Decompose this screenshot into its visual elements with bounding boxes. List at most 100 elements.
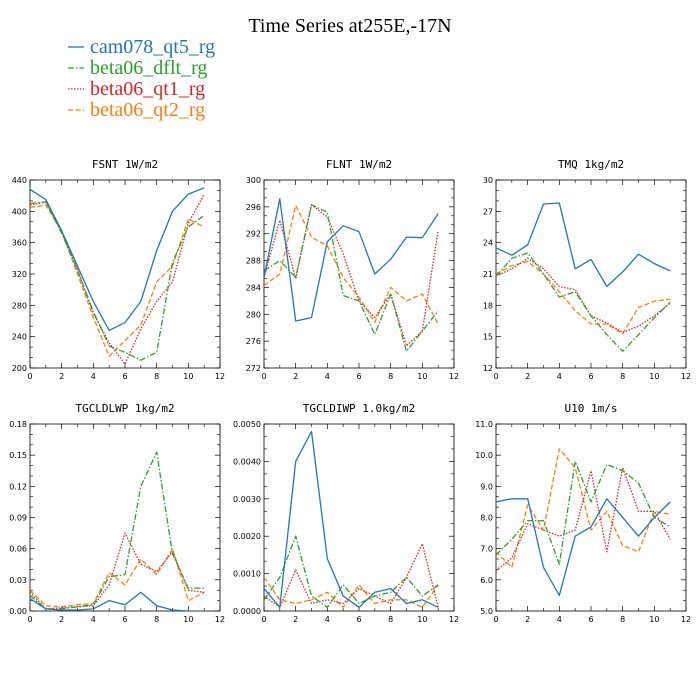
panel-title: TGCLDIWP 1.0kg/m2 xyxy=(303,402,416,415)
panel-tgcldlwp: TGCLDLWP 1kg/m2 0 2 4 6 8 10 12 0.00 0.03 0.06 0.09… xyxy=(9,402,225,624)
x-tick-label: 0 xyxy=(261,615,266,624)
y-tick-label: 15 xyxy=(483,333,493,342)
panel-title: TMQ 1kg/m2 xyxy=(558,158,624,171)
y-tick-label: 18 xyxy=(483,301,493,310)
x-tick-label: 12 xyxy=(215,615,225,624)
x-tick-label: 8 xyxy=(388,615,393,624)
y-tick-label: 6.0 xyxy=(480,576,493,585)
panel-fsnt: FSNT 1W/m2 0 2 4 6 8 10 12 200 240 280 320 360 400 440 xyxy=(12,158,225,381)
plot-frame xyxy=(29,423,221,612)
plot-frame xyxy=(495,179,687,369)
series-line-beta06_qt1_rg xyxy=(496,257,671,334)
series-line-cam078_qt5_rg xyxy=(264,430,439,608)
x-tick-label: 8 xyxy=(154,372,159,381)
x-tick-label: 6 xyxy=(356,615,361,624)
y-tick-label: 276 xyxy=(246,337,261,346)
x-tick-label: 12 xyxy=(215,372,225,381)
y-tick-label: 280 xyxy=(12,301,27,310)
series-line-beta06_qt2_rg xyxy=(30,548,205,608)
series-line-beta06_qt1_rg xyxy=(496,466,671,572)
series-line-beta06_dflt_rg xyxy=(30,201,205,361)
series-line-beta06_qt2_rg xyxy=(264,204,439,325)
y-tick-label: 30 xyxy=(483,176,493,185)
x-tick-label: 2 xyxy=(293,615,298,624)
y-tick-label: 8.0 xyxy=(480,514,493,523)
series-line-beta06_dflt_rg xyxy=(496,460,671,565)
x-tick-label: 12 xyxy=(681,372,691,381)
figure-title: Time Series at255E,-17N xyxy=(248,15,451,37)
panel-title: FLNT 1W/m2 xyxy=(326,158,392,171)
y-tick-label: 10.0 xyxy=(475,451,493,460)
y-tick-label: 11.0 xyxy=(475,420,493,429)
y-tick-label: 0.03 xyxy=(9,576,27,585)
y-tick-label: 360 xyxy=(12,239,27,248)
y-tick-label: 400 xyxy=(12,207,27,216)
x-tick-label: 0 xyxy=(493,372,498,381)
x-tick-label: 8 xyxy=(388,372,393,381)
series-line-cam078_qt5_rg xyxy=(30,187,205,332)
x-tick-label: 2 xyxy=(59,615,64,624)
x-tick-label: 6 xyxy=(122,372,127,381)
y-tick-label: 5.0 xyxy=(480,607,493,616)
y-tick-label: 0.15 xyxy=(9,451,27,460)
x-tick-label: 10 xyxy=(649,372,659,381)
panel-flnt: FLNT 1W/m2 0 2 4 6 8 10 12 272 276 280 284 288 292 296… xyxy=(246,158,459,381)
series-line-beta06_qt2_rg xyxy=(264,576,439,608)
y-tick-label: 9.0 xyxy=(480,482,493,491)
series-line-beta06_dflt_rg xyxy=(264,204,439,352)
x-tick-label: 8 xyxy=(620,615,625,624)
y-tick-label: 0.0000 xyxy=(233,607,261,616)
x-tick-label: 10 xyxy=(183,615,193,624)
y-tick-label: 0.0050 xyxy=(233,420,261,429)
y-tick-label: 24 xyxy=(483,239,493,248)
panel-title: FSNT 1W/m2 xyxy=(92,158,158,171)
series-line-beta06_qt1_rg xyxy=(264,204,439,347)
series-group xyxy=(496,448,671,597)
y-tick-label: 320 xyxy=(12,270,27,279)
series-line-cam078_qt5_rg xyxy=(496,498,671,597)
y-tick-label: 0.0010 xyxy=(233,570,261,579)
y-tick-label: 0.0030 xyxy=(233,495,261,504)
x-tick-label: 6 xyxy=(356,372,361,381)
x-tick-label: 2 xyxy=(525,372,530,381)
x-tick-label: 0 xyxy=(27,372,32,381)
panel-tgcldiwp: TGCLDIWP 1.0kg/m2 0 2 4 6 8 10 12 0.0000 0.0010 0.… xyxy=(233,402,459,624)
x-tick-label: 0 xyxy=(27,615,32,624)
x-tick-label: 4 xyxy=(325,615,330,624)
x-tick-label: 2 xyxy=(525,615,530,624)
plot-frame xyxy=(263,423,455,612)
series-group xyxy=(30,451,205,611)
x-tick-label: 12 xyxy=(681,615,691,624)
y-tick-label: 12 xyxy=(483,364,493,373)
y-tick-label: 300 xyxy=(246,176,261,185)
legend-entry-beta06_qt1_rg: beta06_qt1_rg xyxy=(90,78,205,100)
x-tick-label: 2 xyxy=(293,372,298,381)
x-tick-label: 12 xyxy=(449,615,459,624)
legend-entry-cam078_qt5_rg: cam078_qt5_rg xyxy=(90,36,215,58)
chart-panels: FSNT 1W/m20 2 4 6 8 10 12200240280320360400440… xyxy=(9,158,691,624)
y-tick-label: 440 xyxy=(12,176,27,185)
plot-frame xyxy=(495,423,687,612)
series-line-beta06_dflt_rg xyxy=(30,451,205,610)
x-tick-label: 4 xyxy=(325,372,330,381)
x-tick-label: 10 xyxy=(183,372,193,381)
series-line-beta06_qt2_rg xyxy=(496,448,671,569)
x-tick-label: 4 xyxy=(91,372,96,381)
series-line-beta06_qt1_rg xyxy=(264,543,439,608)
x-tick-label: 6 xyxy=(588,615,593,624)
y-tick-label: 7.0 xyxy=(480,545,493,554)
series-line-beta06_qt2_rg xyxy=(496,260,671,335)
series-group xyxy=(264,198,439,352)
y-tick-label: 284 xyxy=(246,283,261,292)
legend-entry-beta06_qt2_rg: beta06_qt2_rg xyxy=(90,99,205,121)
x-tick-label: 4 xyxy=(91,615,96,624)
panel-title: TGCLDLWP 1kg/m2 xyxy=(75,402,174,415)
series-group xyxy=(30,187,205,365)
y-tick-label: 0.06 xyxy=(9,545,27,554)
y-tick-label: 0.18 xyxy=(9,420,27,429)
y-tick-label: 0.0040 xyxy=(233,457,261,466)
series-line-beta06_qt1_rg xyxy=(30,193,205,365)
x-tick-label: 4 xyxy=(557,615,562,624)
series-line-cam078_qt5_rg xyxy=(30,591,205,611)
